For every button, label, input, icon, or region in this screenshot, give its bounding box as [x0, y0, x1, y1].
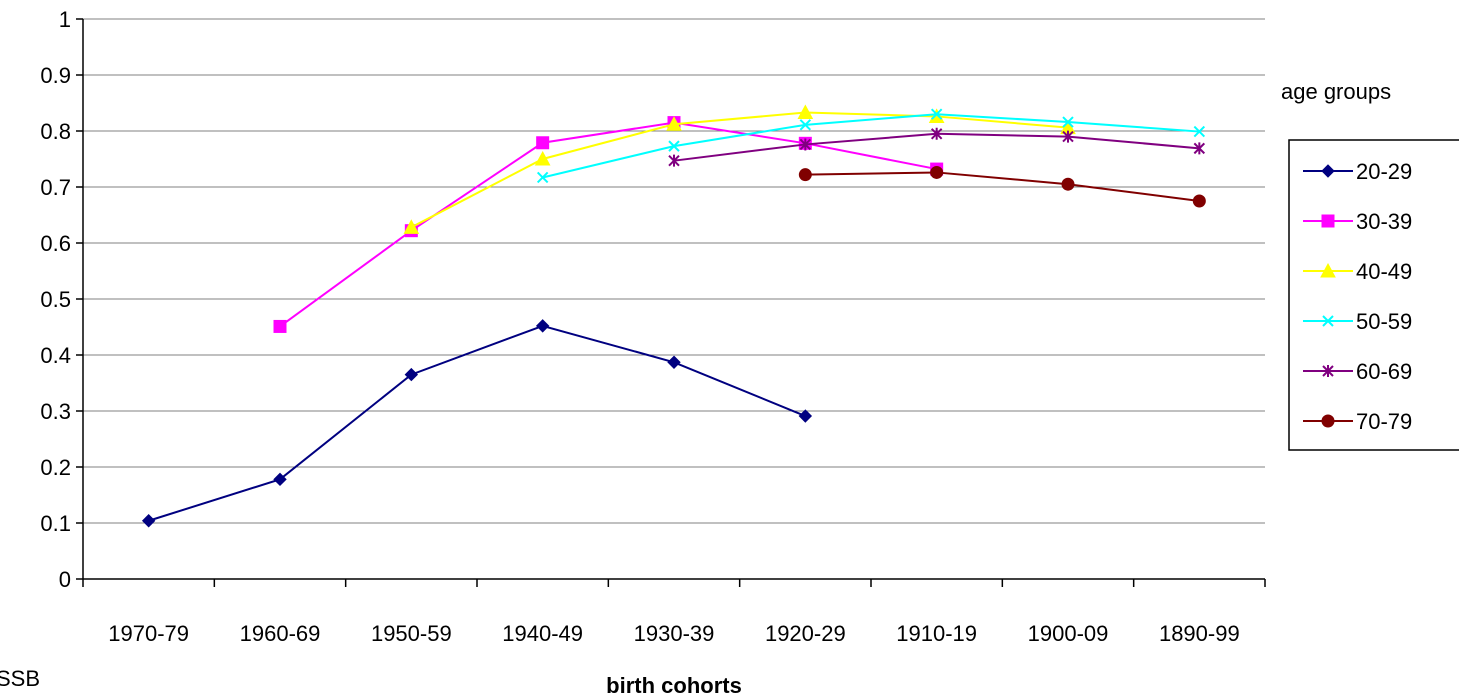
legend-marker [1322, 315, 1334, 327]
data-point [141, 514, 156, 528]
footer-note: SSB [0, 666, 41, 691]
series-line [410, 111, 1069, 229]
x-tick-label: 1940-49 [502, 621, 583, 646]
legend-marker [1321, 214, 1335, 228]
data-point [536, 171, 549, 184]
data-point [928, 108, 945, 123]
series-70-79 [798, 165, 1206, 208]
data-point [536, 136, 550, 150]
legend-label: 70-79 [1356, 409, 1412, 434]
legend-label: 30-39 [1356, 209, 1412, 234]
series-line [805, 171, 1200, 202]
data-point [273, 472, 287, 487]
y-tick-label: 0.8 [40, 119, 71, 144]
data-point [1061, 177, 1075, 191]
gridlines [83, 18, 1265, 524]
data-point [799, 119, 812, 131]
x-tick-label: 1960-69 [240, 621, 321, 646]
series-50-59 [536, 108, 1206, 184]
y-tick-label: 0.9 [40, 63, 71, 88]
data-point [666, 116, 682, 131]
y-axis-ticks: 0 0.1 0.2 0.3 0.4 0.5 0.6 0.7 0.8 0.9 1 [40, 7, 83, 592]
y-tick-label: 0.6 [40, 231, 71, 256]
data-point [403, 219, 420, 234]
series-60-69 [668, 127, 1206, 167]
series-30-39 [273, 116, 944, 333]
data-point [667, 355, 681, 369]
y-tick-label: 0.1 [40, 511, 71, 536]
legend-label: 40-49 [1356, 259, 1412, 284]
data-point [798, 168, 812, 182]
legend-label: 60-69 [1356, 359, 1412, 384]
data-point [668, 154, 680, 167]
data-point [534, 150, 551, 166]
series-20-29 [141, 319, 813, 528]
legend-box [1288, 139, 1459, 451]
legend-marker [1321, 414, 1335, 428]
series-line [148, 324, 806, 522]
y-tick-label: 0.4 [40, 343, 71, 368]
x-tick-label: 1920-29 [765, 621, 846, 646]
legend-marker [1320, 262, 1336, 278]
data-point [1062, 130, 1074, 143]
legend-item: 30-39 [1303, 209, 1412, 234]
data-point [798, 409, 813, 423]
data-point [1193, 142, 1206, 155]
data-point [930, 165, 944, 179]
x-tick-label: 1890-99 [1159, 621, 1240, 646]
y-tick-label: 0.3 [40, 399, 71, 424]
legend-item: 50-59 [1303, 309, 1412, 334]
legend-item: 70-79 [1303, 409, 1412, 434]
series-40-49 [403, 104, 1076, 234]
data-point [404, 367, 419, 382]
legend-marker [1322, 365, 1334, 377]
x-tick-label: 1970-79 [108, 621, 189, 646]
data-point [1062, 116, 1074, 128]
data-point [930, 127, 943, 140]
x-tick-label: 1910-19 [896, 621, 977, 646]
data-point [535, 319, 550, 333]
data-point [930, 108, 943, 120]
y-tick-label: 0.5 [40, 287, 71, 312]
data-point [799, 138, 812, 151]
x-axis-ticks: 1970-79 1960-69 1950-59 1940-49 1930-39 1920-… [82, 579, 1266, 646]
y-tick-label: 0.7 [40, 175, 71, 200]
data-point [797, 104, 814, 120]
legend-label: 50-59 [1356, 309, 1412, 334]
legend: 20-29 30-39 40-49 50-59 60-69 70-79 [1288, 139, 1459, 451]
x-axis-title: birth cohorts [606, 673, 742, 695]
legend-item: 60-69 [1303, 359, 1412, 384]
data-point [668, 140, 680, 152]
series-layer [141, 104, 1206, 528]
legend-label: 20-29 [1356, 159, 1412, 184]
legend-title: age groups [1281, 79, 1391, 104]
x-tick-label: 1900-09 [1028, 621, 1109, 646]
series-line [279, 121, 937, 328]
y-tick-label: 0.2 [40, 455, 71, 480]
legend-marker [1321, 164, 1335, 178]
data-point [273, 319, 287, 333]
data-point [1193, 125, 1206, 138]
x-tick-label: 1930-39 [634, 621, 715, 646]
data-point [1192, 194, 1206, 208]
y-tick-label: 0 [59, 567, 71, 592]
y-tick-label: 1 [59, 7, 71, 32]
legend-item: 40-49 [1303, 259, 1412, 284]
legend-item: 20-29 [1303, 159, 1412, 184]
series-line [542, 113, 1200, 179]
x-tick-label: 1950-59 [371, 621, 452, 646]
